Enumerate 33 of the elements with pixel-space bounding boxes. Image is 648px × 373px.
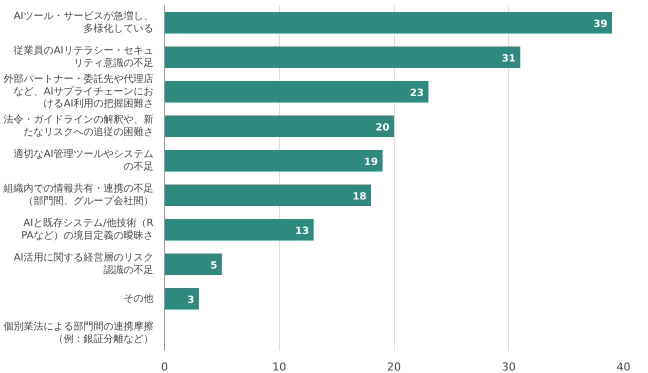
data-label: 19 bbox=[364, 156, 378, 168]
data-label: 3 bbox=[187, 294, 194, 306]
y-tick-label: 適切なAI管理ツールやシステムの不足 bbox=[14, 148, 154, 172]
y-tick-label: 外部パートナー・委託先や代理店など、AIサプライチェーンにおけるAI利用の把握困難さ bbox=[4, 73, 154, 110]
data-label: 31 bbox=[502, 53, 516, 64]
x-tick-label: 0 bbox=[161, 360, 168, 373]
data-label: 20 bbox=[375, 122, 390, 134]
bar bbox=[164, 46, 520, 68]
y-tick-label: AIツール・サービスが急増し、多様化している bbox=[14, 10, 154, 34]
bar bbox=[164, 184, 372, 206]
data-label: 39 bbox=[594, 18, 608, 30]
x-tick-label: 20 bbox=[387, 360, 401, 373]
bar bbox=[164, 81, 428, 102]
y-tick-label: AI活用に関する経営層のリスク認識の不足 bbox=[14, 252, 154, 276]
y-tick-label: 従業員のAIリテラシー・セキュリティ意識の不足 bbox=[14, 44, 154, 69]
data-label: 23 bbox=[410, 88, 424, 99]
bar bbox=[164, 116, 394, 137]
x-tick-label: 30 bbox=[502, 360, 516, 373]
data-label: 18 bbox=[352, 191, 366, 202]
bar bbox=[164, 219, 314, 240]
x-tick-label: 40 bbox=[616, 360, 630, 373]
y-tick-label: その他 bbox=[124, 292, 154, 304]
y-tick-label: AIと既存システム/他技術（RPAなど）の境目定義の曖昧さ bbox=[21, 217, 154, 242]
bar bbox=[164, 288, 199, 310]
bar bbox=[164, 150, 383, 172]
y-tick-label: 組織内での情報共有・連携の不足（部門間、グループ会社間） bbox=[2, 182, 154, 207]
x-tick-label: 10 bbox=[272, 360, 286, 373]
y-tick-label: 法令・ガイドラインの解釈や、新たなリスクへの追従の困難さ bbox=[4, 114, 154, 138]
y-tick-label: 個別業法による部門間の連携摩擦（例：銀証分離など） bbox=[4, 320, 154, 345]
data-label: 13 bbox=[295, 226, 310, 237]
bar bbox=[164, 254, 222, 275]
bar bbox=[164, 12, 612, 34]
data-label: 5 bbox=[210, 260, 218, 272]
